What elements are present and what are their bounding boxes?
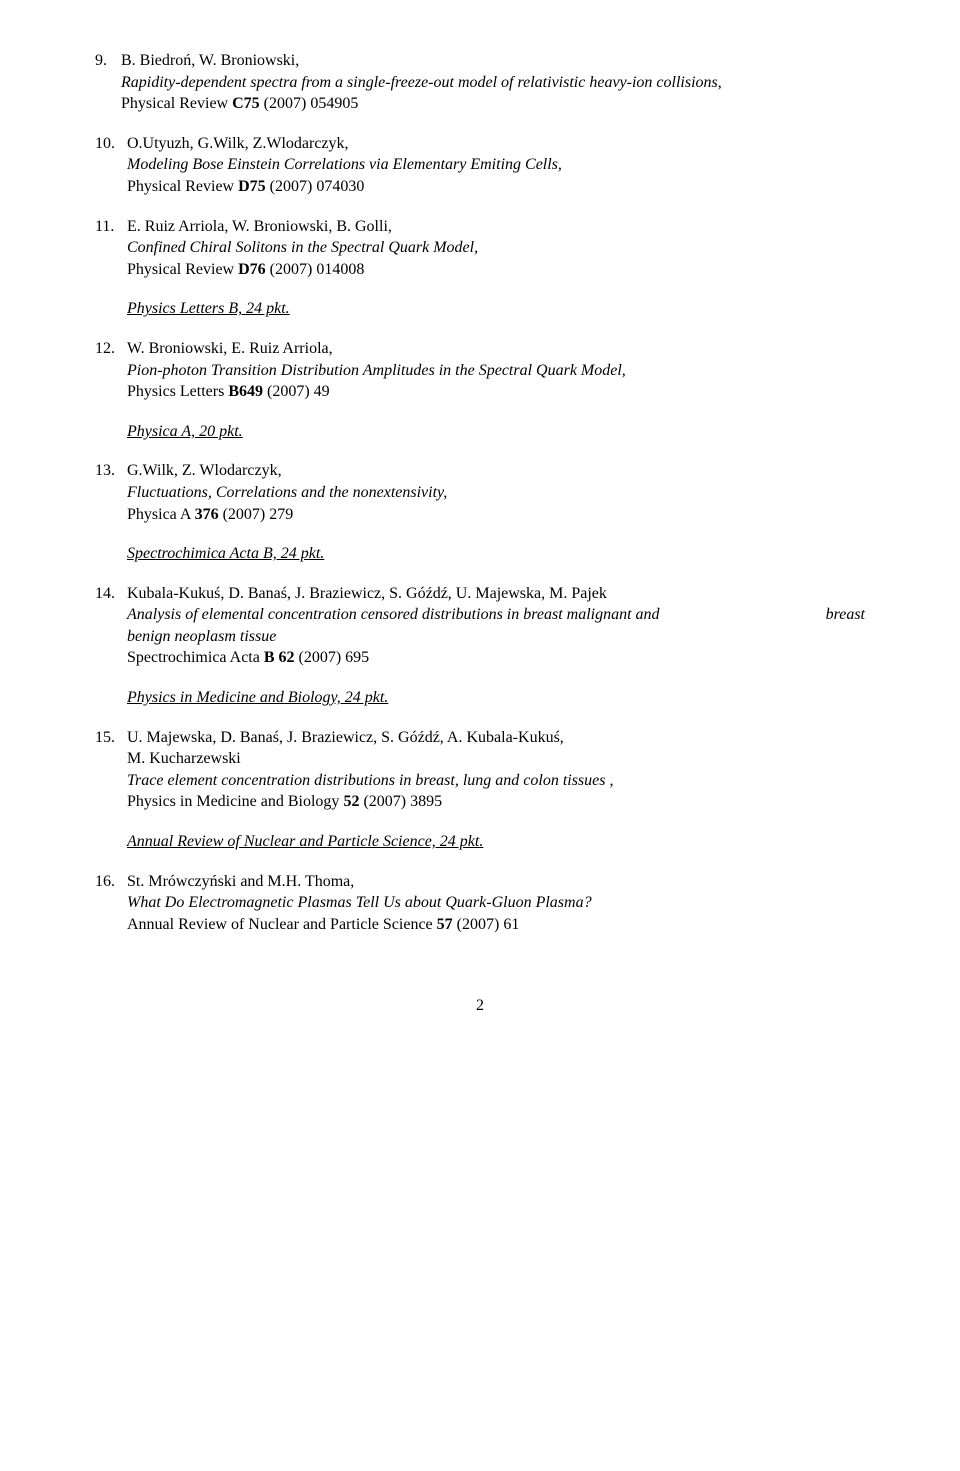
ref-number: 10. <box>95 133 127 155</box>
ref-pub-suffix: (2007) 49 <box>263 383 330 400</box>
ref-pub-volume: D76 <box>238 261 266 278</box>
ref-pub-suffix: (2007) 074030 <box>266 178 365 195</box>
ref-pub-volume: 376 <box>195 506 219 523</box>
ref-authors: E. Ruiz Arriola, W. Broniowski, B. Golli… <box>127 216 392 238</box>
ref-pub-line: Spectrochimica Acta B 62 (2007) 695 <box>95 647 865 669</box>
ref-pub-prefix: Physics in Medicine and Biology <box>127 793 343 810</box>
ref-pub-volume: 57 <box>437 916 453 933</box>
ref-authors-line: 10. O.Utyuzh, G.Wilk, Z.Wlodarczyk, <box>95 133 865 155</box>
ref-pub-prefix: Physical Review <box>121 95 232 112</box>
reference-item: 9. B. Biedroń, W. Broniowski, Rapidity-d… <box>95 50 865 115</box>
ref-authors-line: 15. U. Majewska, D. Banaś, J. Braziewicz… <box>95 727 865 749</box>
reference-item: 15. U. Majewska, D. Banaś, J. Braziewicz… <box>95 727 865 813</box>
reference-item: 12. W. Broniowski, E. Ruiz Arriola, Pion… <box>95 338 865 403</box>
ref-title-line: Rapidity-dependent spectra from a single… <box>95 72 865 94</box>
ref-pub-suffix: (2007) 279 <box>219 506 294 523</box>
ref-number: 16. <box>95 871 127 893</box>
ref-authors-line: 13. G.Wilk, Z. Wlodarczyk, <box>95 460 865 482</box>
ref-authors-line: 12. W. Broniowski, E. Ruiz Arriola, <box>95 338 865 360</box>
reference-item: 10. O.Utyuzh, G.Wilk, Z.Wlodarczyk, Mode… <box>95 133 865 198</box>
ref-authors: B. Biedroń, W. Broniowski, <box>121 50 299 72</box>
ref-authors: St. Mrówczyński and M.H. Thoma, <box>127 871 354 893</box>
ref-title-right: breast <box>826 604 865 626</box>
ref-title: Modeling Bose Einstein Correlations via … <box>95 154 865 176</box>
ref-pub-volume: 52 <box>343 793 359 810</box>
page-number: 2 <box>95 995 865 1017</box>
ref-comma: , <box>718 74 722 91</box>
ref-number: 12. <box>95 338 127 360</box>
ref-title-line: Analysis of elemental concentration cens… <box>95 604 865 626</box>
ref-authors-line: 9. B. Biedroń, W. Broniowski, <box>95 50 865 72</box>
ref-authors: O.Utyuzh, G.Wilk, Z.Wlodarczyk, <box>127 133 349 155</box>
section-header: Physics Letters B, 24 pkt. <box>95 298 865 320</box>
ref-pub-line: Physical Review D76 (2007) 014008 <box>95 259 865 281</box>
ref-pub-suffix: (2007) 695 <box>295 649 370 666</box>
ref-title: Rapidity-dependent spectra from a single… <box>121 74 718 91</box>
ref-pub-volume: C75 <box>232 95 260 112</box>
ref-pub-prefix: Physical Review <box>127 261 238 278</box>
reference-item: 11. E. Ruiz Arriola, W. Broniowski, B. G… <box>95 216 865 281</box>
ref-pub-suffix: (2007) 3895 <box>359 793 442 810</box>
ref-authors: G.Wilk, Z. Wlodarczyk, <box>127 460 282 482</box>
ref-authors-line: 14. Kubala-Kukuś, D. Banaś, J. Braziewic… <box>95 583 865 605</box>
reference-item: 13. G.Wilk, Z. Wlodarczyk, Fluctuations,… <box>95 460 865 525</box>
reference-item: 16. St. Mrówczyński and M.H. Thoma, What… <box>95 871 865 936</box>
ref-pub-prefix: Physics Letters <box>127 383 228 400</box>
ref-pub-volume: D75 <box>238 178 266 195</box>
ref-number: 14. <box>95 583 127 605</box>
section-header: Annual Review of Nuclear and Particle Sc… <box>95 831 865 853</box>
ref-pub-line: Physics Letters B649 (2007) 49 <box>95 381 865 403</box>
ref-number: 9. <box>95 50 121 72</box>
ref-pub-line: Physical Review C75 (2007) 054905 <box>95 93 865 115</box>
ref-pub-prefix: Annual Review of Nuclear and Particle Sc… <box>127 916 437 933</box>
section-header: Physica A, 20 pkt. <box>95 421 865 443</box>
reference-item: 14. Kubala-Kukuś, D. Banaś, J. Braziewic… <box>95 583 865 669</box>
ref-authors: W. Broniowski, E. Ruiz Arriola, <box>127 338 333 360</box>
ref-authors-line: 16. St. Mrówczyński and M.H. Thoma, <box>95 871 865 893</box>
ref-pub-line: Physics in Medicine and Biology 52 (2007… <box>95 791 865 813</box>
ref-pub-line: Physical Review D75 (2007) 074030 <box>95 176 865 198</box>
ref-title-part2: benign neoplasm tissue <box>95 626 865 648</box>
ref-pub-suffix: (2007) 054905 <box>260 95 359 112</box>
ref-number: 11. <box>95 216 127 238</box>
ref-pub-prefix: Spectrochimica Acta <box>127 649 264 666</box>
ref-title-part1: Analysis of elemental concentration cens… <box>127 604 660 626</box>
ref-pub-line: Physica A 376 (2007) 279 <box>95 504 865 526</box>
ref-pub-suffix: (2007) 61 <box>453 916 520 933</box>
ref-title: Pion-photon Transition Distribution Ampl… <box>95 360 865 382</box>
ref-title: Fluctuations, Correlations and the nonex… <box>95 482 865 504</box>
ref-number: 13. <box>95 460 127 482</box>
section-header: Spectrochimica Acta B, 24 pkt. <box>95 543 865 565</box>
ref-pub-suffix: (2007) 014008 <box>266 261 365 278</box>
ref-pub-volume: B649 <box>228 383 263 400</box>
ref-title: Confined Chiral Solitons in the Spectral… <box>95 237 865 259</box>
ref-authors-line2: M. Kucharzewski <box>95 748 865 770</box>
ref-pub-prefix: Physica A <box>127 506 195 523</box>
ref-title: What Do Electromagnetic Plasmas Tell Us … <box>95 892 865 914</box>
ref-title: Trace element concentration distribution… <box>95 770 865 792</box>
ref-pub-line: Annual Review of Nuclear and Particle Sc… <box>95 914 865 936</box>
ref-pub-volume: B 62 <box>264 649 295 666</box>
section-header: Physics in Medicine and Biology, 24 pkt. <box>95 687 865 709</box>
ref-authors-line: 11. E. Ruiz Arriola, W. Broniowski, B. G… <box>95 216 865 238</box>
ref-number: 15. <box>95 727 127 749</box>
ref-authors: Kubala-Kukuś, D. Banaś, J. Braziewicz, S… <box>127 583 607 605</box>
ref-authors: U. Majewska, D. Banaś, J. Braziewicz, S.… <box>127 727 564 749</box>
ref-pub-prefix: Physical Review <box>127 178 238 195</box>
